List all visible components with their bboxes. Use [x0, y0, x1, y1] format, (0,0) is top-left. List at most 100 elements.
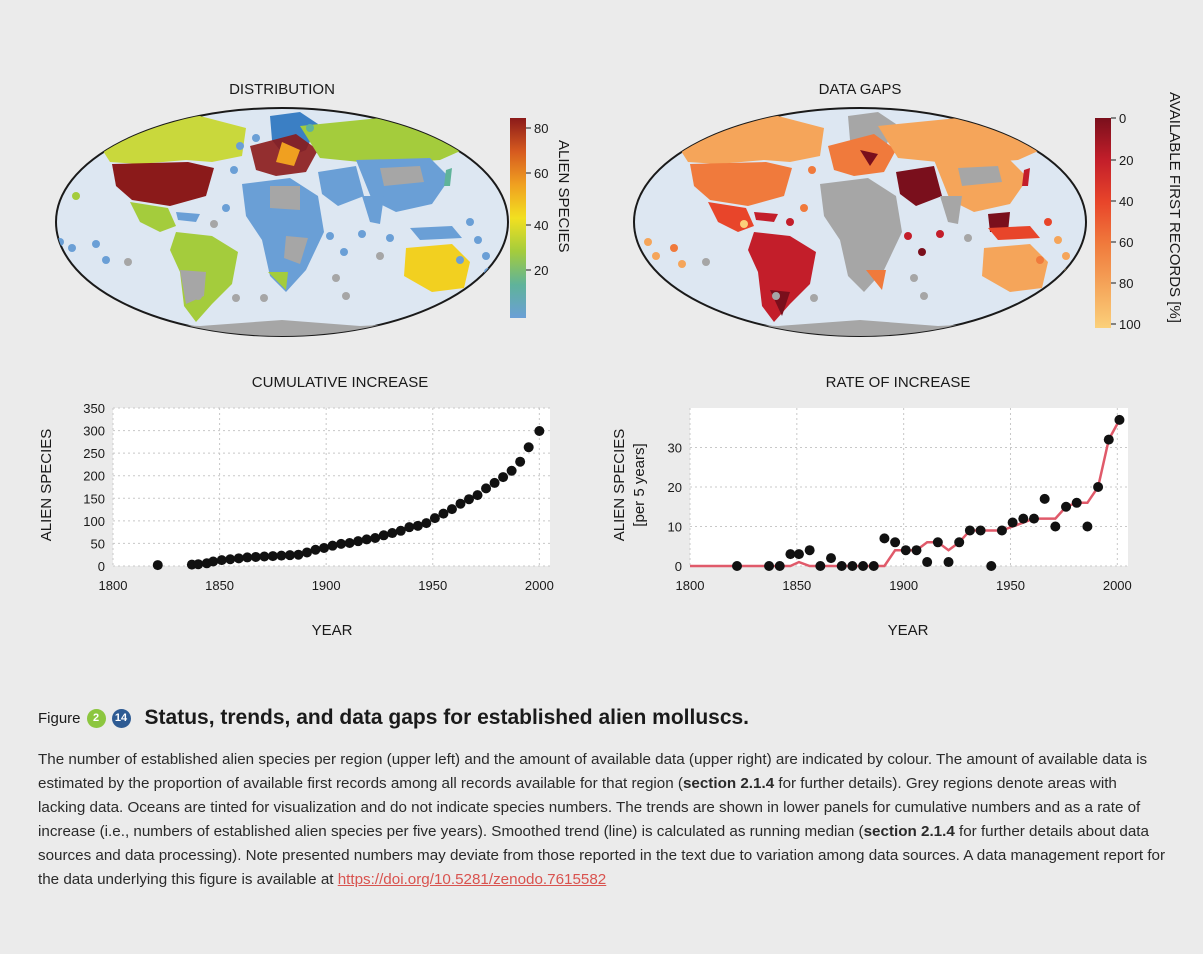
region-north-america-gap: [674, 116, 824, 164]
data-point: [217, 555, 227, 565]
data-point: [524, 442, 534, 452]
data-point: [1040, 494, 1050, 504]
chart1-ylabel: ALIEN SPECIES: [38, 429, 55, 542]
data-point: [976, 525, 986, 535]
data-point: [481, 483, 491, 493]
data-point: [319, 543, 329, 553]
data-point: [890, 537, 900, 547]
x-tick-label: 2000: [1103, 578, 1132, 593]
data-point: [396, 526, 406, 536]
colorbar-tick-label: 20: [534, 263, 548, 278]
data-report-link[interactable]: https://doi.org/10.5281/zenodo.7615582: [338, 871, 607, 888]
chart1-xlabel: YEAR: [312, 622, 353, 639]
figure-word: Figure: [38, 710, 81, 727]
data-point: [944, 557, 954, 567]
chart2-ylabel: ALIEN SPECIES: [611, 429, 628, 542]
data-point: [336, 539, 346, 549]
data-point: [858, 561, 868, 571]
y-tick-label: 10: [668, 520, 682, 535]
map-title-distribution: DISTRIBUTION: [229, 81, 335, 98]
y-tick-label: 50: [91, 536, 105, 551]
colorbar-tick-label: 100: [1119, 317, 1141, 332]
y-tick-label: 300: [83, 424, 105, 439]
x-tick-label: 1950: [996, 578, 1025, 593]
chart-rate-of-increase: 01020301800 1850 1900 1950 2000: [668, 408, 1132, 593]
data-point: [276, 551, 286, 561]
data-point: [1061, 502, 1071, 512]
data-point: [430, 513, 440, 523]
y-tick-label: 200: [83, 469, 105, 484]
x-tick-label: 1900: [312, 578, 341, 593]
data-point: [328, 541, 338, 551]
data-point: [1104, 435, 1114, 445]
x-tick-label: 1850: [782, 578, 811, 593]
data-point: [815, 561, 825, 571]
data-point: [455, 499, 465, 509]
world-map-distribution: [48, 108, 508, 336]
data-point: [473, 490, 483, 500]
colorbar-tick-label: 0: [1119, 111, 1126, 126]
data-point: [901, 545, 911, 555]
data-point: [837, 561, 847, 571]
map-title-data-gaps: DATA GAPS: [819, 81, 902, 98]
data-point: [464, 494, 474, 504]
colorbar-label-alien-species: ALIEN SPECIES: [555, 140, 572, 253]
data-point: [438, 509, 448, 519]
data-point: [293, 550, 303, 560]
chart-title-cumulative: CUMULATIVE INCREASE: [252, 374, 428, 391]
chapter-badge: 2: [87, 709, 106, 728]
data-point: [933, 537, 943, 547]
data-point: [732, 561, 742, 571]
x-tick-label: 2000: [525, 578, 554, 593]
x-tick-label: 1800: [676, 578, 705, 593]
data-point: [302, 547, 312, 557]
data-point: [268, 551, 278, 561]
world-map-data-gaps: [634, 108, 1086, 336]
y-tick-label: 20: [668, 480, 682, 495]
data-point: [498, 472, 508, 482]
figure-graphic: DISTRIBUTION: [0, 0, 1203, 700]
data-point: [1008, 518, 1018, 528]
data-point: [387, 528, 397, 538]
x-tick-label: 1800: [99, 578, 128, 593]
data-point: [362, 534, 372, 544]
data-point: [1018, 514, 1028, 524]
section-reference-1: section 2.1.4: [683, 775, 774, 792]
caption-body: The number of established alien species …: [38, 748, 1168, 892]
region-north-america: [96, 116, 246, 164]
data-point: [1114, 415, 1124, 425]
chart-cumulative-increase: 0501001502002503003501800 1850 1900 1950 200…: [83, 401, 554, 593]
chart2-ylabel-units: [per 5 years]: [631, 443, 648, 526]
data-point: [805, 545, 815, 555]
data-point: [208, 556, 218, 566]
colorbar-tick-label: 40: [1119, 194, 1133, 209]
y-tick-label: 250: [83, 446, 105, 461]
data-point: [911, 545, 921, 555]
data-point: [311, 545, 321, 555]
y-tick-label: 350: [83, 401, 105, 416]
data-point: [242, 552, 252, 562]
data-point: [986, 561, 996, 571]
y-tick-label: 30: [668, 441, 682, 456]
y-tick-label: 0: [98, 559, 105, 574]
x-tick-label: 1950: [418, 578, 447, 593]
data-point: [490, 478, 500, 488]
data-point: [285, 550, 295, 560]
data-point: [879, 533, 889, 543]
colorbar-tick-label: 60: [534, 166, 548, 181]
caption-header: Figure 2 14 Status, trends, and data gap…: [38, 706, 1168, 730]
data-point: [259, 552, 269, 562]
data-point: [1072, 498, 1082, 508]
colorbar-tick-label: 80: [534, 121, 548, 136]
data-point: [421, 518, 431, 528]
data-point: [1050, 522, 1060, 532]
colorbar-first-records: 020406080100 AVAILABLE FIRST RECORDS [%]: [1095, 92, 1183, 332]
figure-number-badge: 14: [112, 709, 131, 728]
colorbar-tick-label: 80: [1119, 276, 1133, 291]
data-point: [1093, 482, 1103, 492]
data-point: [251, 552, 261, 562]
data-point: [404, 522, 414, 532]
data-point: [193, 559, 203, 569]
y-tick-label: 100: [83, 514, 105, 529]
data-point: [370, 533, 380, 543]
